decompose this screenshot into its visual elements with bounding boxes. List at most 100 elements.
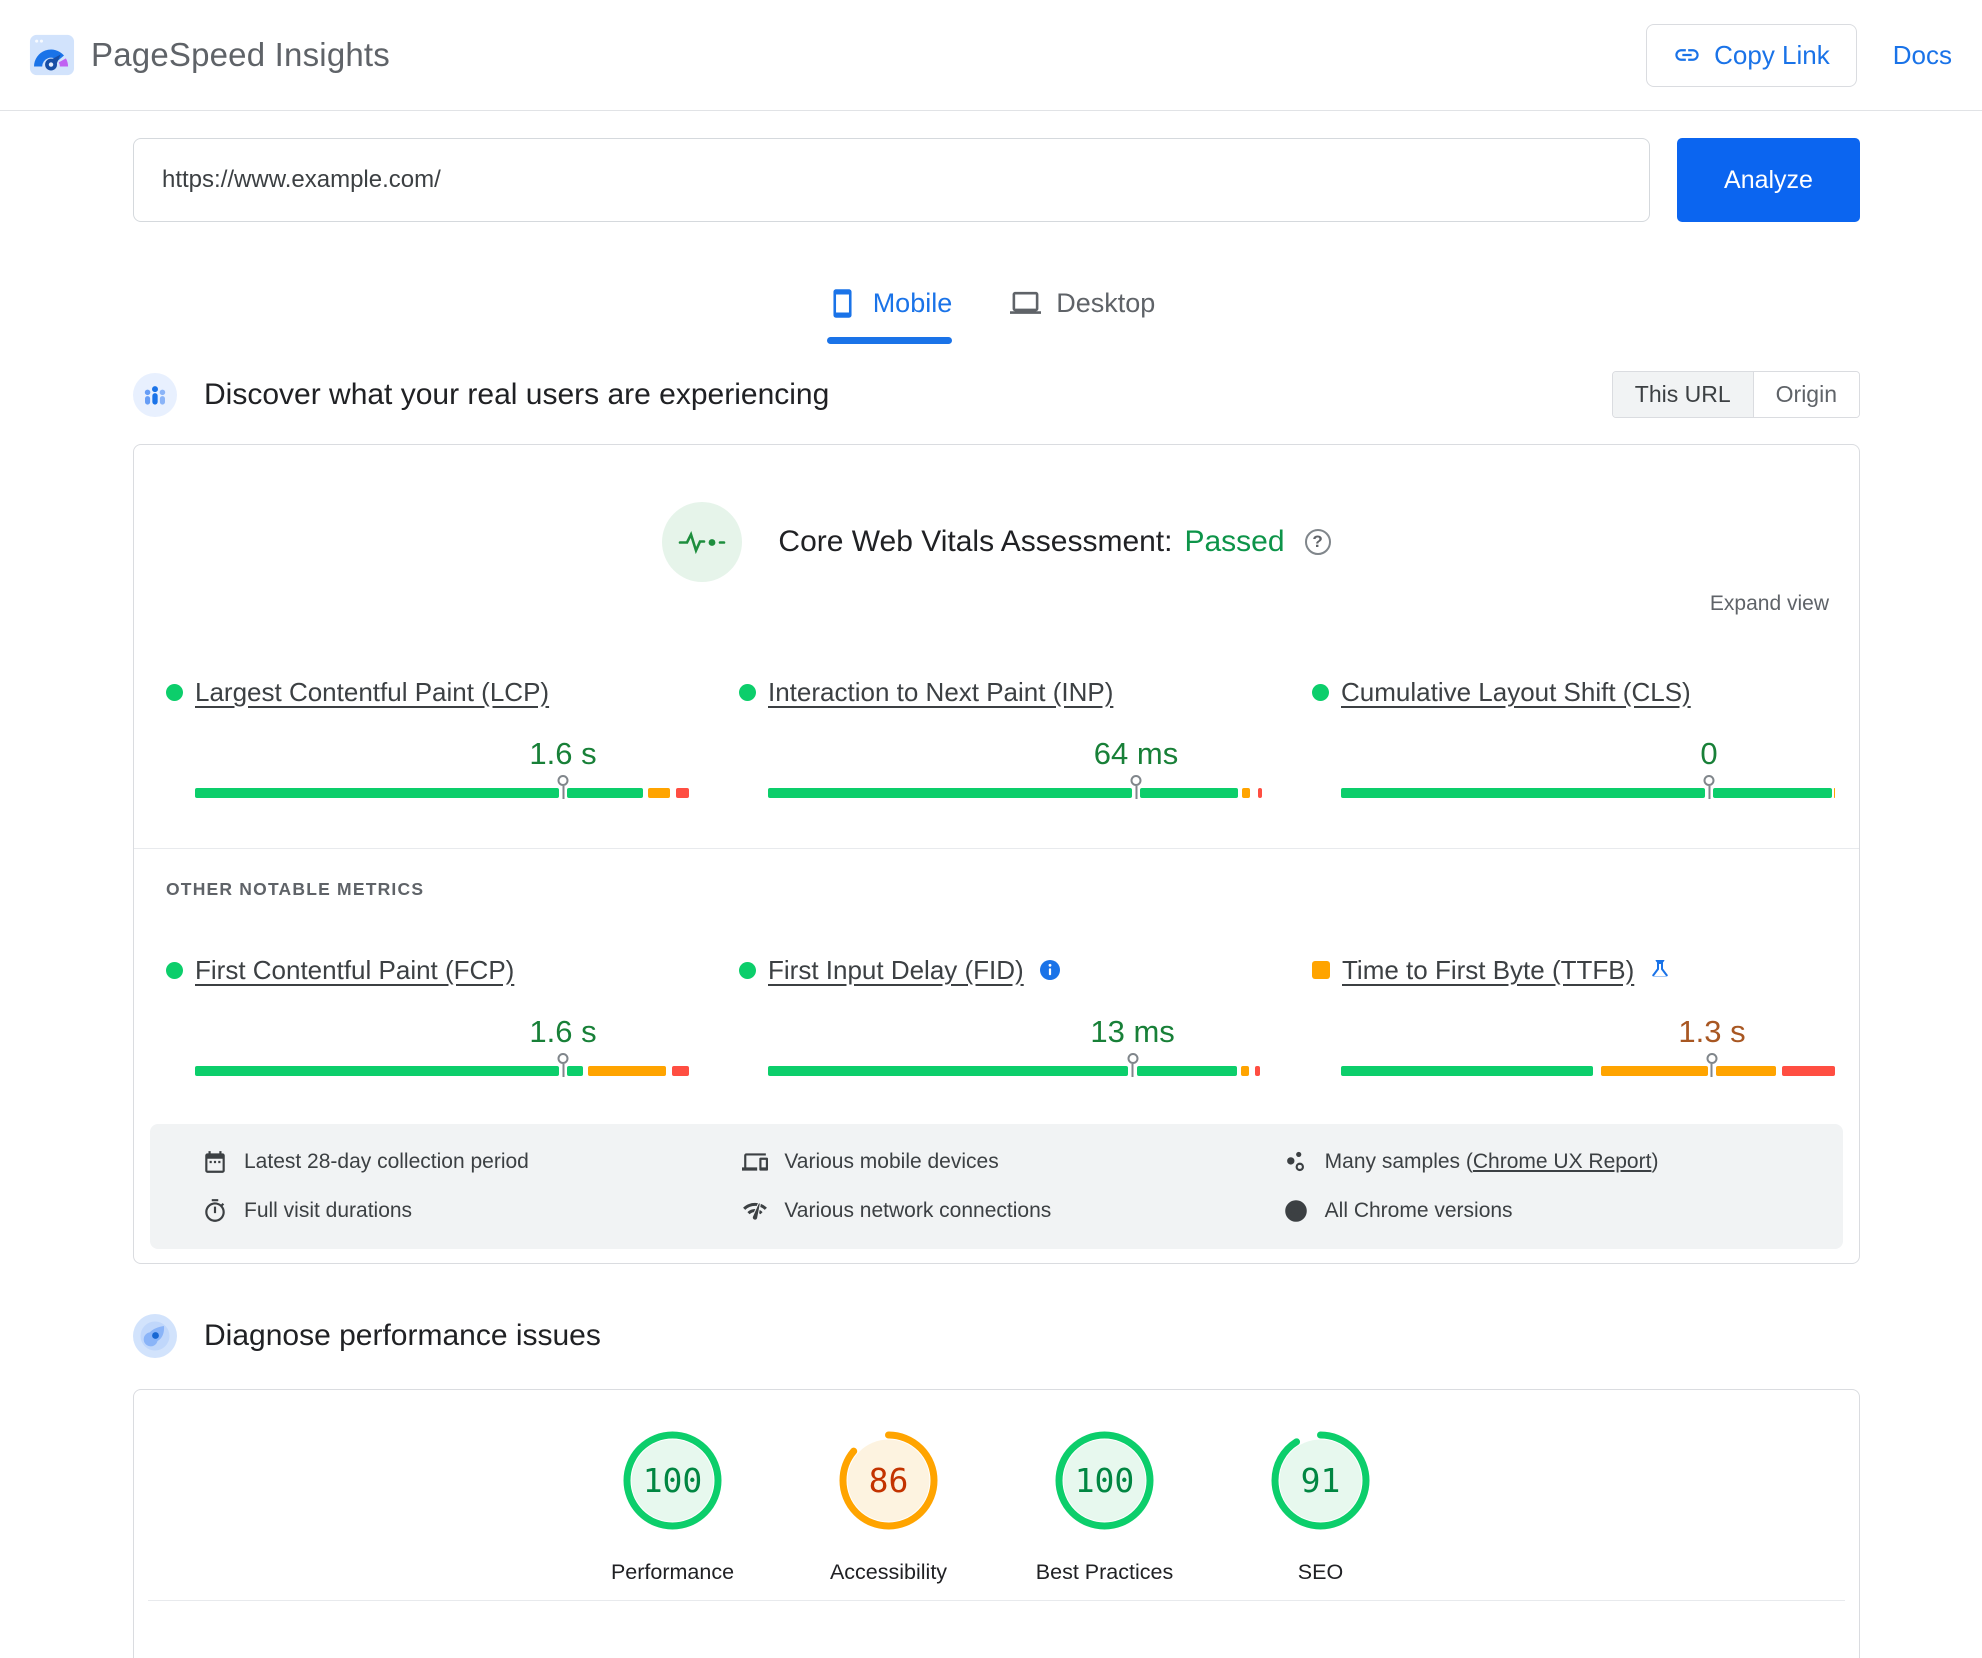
orange-segment (1833, 788, 1835, 798)
tab-desktop[interactable]: Desktop (1010, 279, 1155, 327)
metric-link-cls[interactable]: Cumulative Layout Shift (CLS) (1341, 676, 1691, 707)
metric-bar-fid (768, 1053, 1262, 1077)
orange-segment (588, 1066, 667, 1076)
chrome-icon (1283, 1198, 1309, 1224)
expand-view-button[interactable]: Expand view (1709, 592, 1829, 615)
orange-segment (647, 788, 671, 798)
orange-segment (1600, 1066, 1708, 1076)
lab-data-section-header: Diagnose performance issues (133, 1314, 1860, 1358)
docs-link[interactable]: Docs (1892, 39, 1952, 70)
category-label: SEO (1297, 1560, 1344, 1584)
cwv-assessment-label: Core Web Vitals Assessment: (778, 525, 1173, 558)
metric-link-inp[interactable]: Interaction to Next Paint (INP) (768, 676, 1114, 707)
gauge-best-practices[interactable]: 100 Best Practices (1021, 1428, 1189, 1585)
metric-cls: Cumulative Layout Shift (CLS) 0 (1312, 674, 1835, 799)
header-actions: Copy Link Docs (1646, 23, 1952, 87)
footnote-text: Full visit durations (244, 1199, 413, 1222)
metric-link-fid[interactable]: First Input Delay (FID) (768, 954, 1024, 985)
scope-toggle: This URL Origin (1611, 371, 1860, 418)
score-ring: 91 (1268, 1428, 1373, 1533)
metric-link-ttfb[interactable]: Time to First Byte (TTFB) (1342, 954, 1635, 985)
cwv-assessment-result: Passed (1184, 525, 1285, 558)
samples-icon (1283, 1149, 1309, 1175)
footnote-text: Various mobile devices (784, 1150, 999, 1173)
score-value: 100 (1074, 1461, 1135, 1500)
green-segment (1140, 788, 1239, 798)
green-segment (1713, 788, 1833, 798)
core-metrics-grid: Largest Contentful Paint (LCP) 1.6 s Inter… (134, 674, 1859, 848)
red-segment (672, 1066, 689, 1076)
link-icon (1675, 49, 1699, 61)
analyze-button[interactable]: Analyze (1677, 138, 1860, 222)
footnote-text: Various network connections (784, 1199, 1052, 1222)
active-tab-indicator (826, 337, 953, 344)
score-value: 86 (868, 1461, 909, 1500)
lab-data-heading: Diagnose performance issues (204, 1319, 601, 1352)
metric-ttfb: Time to First Byte (TTFB) 1.3 s (1312, 952, 1835, 1077)
red-segment (676, 788, 689, 798)
timer-icon (202, 1198, 228, 1224)
metric-value-lcp: 1.6 s (529, 736, 597, 771)
green-segment (567, 788, 643, 798)
gauge-seo[interactable]: 91 SEO (1237, 1428, 1405, 1585)
tab-mobile[interactable]: Mobile (826, 279, 953, 344)
scope-origin[interactable]: Origin (1752, 372, 1859, 417)
metric-value-inp: 64 ms (1093, 736, 1179, 771)
flask-icon[interactable] (1648, 958, 1672, 982)
crux-report-link[interactable]: Chrome UX Report (1472, 1150, 1652, 1173)
fid-status-bullet (739, 961, 756, 979)
calendar-icon (202, 1149, 228, 1175)
field-data-heading: Discover what your real users are experi… (204, 377, 830, 411)
p75-marker (1127, 1053, 1139, 1077)
smartphone-icon (833, 288, 852, 318)
card-divider (134, 848, 1859, 849)
orange-segment (1716, 1066, 1776, 1076)
score-ring: 100 (1052, 1428, 1157, 1533)
score-value: 100 (642, 1461, 703, 1500)
gauge-accessibility[interactable]: 86 Accessibility (805, 1428, 973, 1585)
red-segment (1258, 788, 1262, 798)
other-metrics-grid: First Contentful Paint (FCP) 1.6 s First I… (134, 952, 1859, 1077)
footnote-text: All Chrome versions (1324, 1199, 1513, 1222)
lighthouse-divider (148, 1600, 1845, 1601)
help-icon[interactable]: ? (1304, 529, 1331, 555)
pagespeed-logo-icon (29, 34, 75, 76)
metric-value-fid: 13 ms (1090, 1014, 1175, 1049)
red-segment (1255, 1066, 1261, 1076)
diagnose-gauge-icon (133, 1314, 177, 1358)
inp-status-bullet (739, 683, 756, 701)
fcp-status-bullet (166, 961, 183, 979)
info-icon[interactable] (1038, 958, 1062, 982)
field-data-card: Core Web Vitals Assessment: Passed ? Exp… (133, 444, 1860, 1264)
metric-value-cls: 0 (1700, 736, 1718, 771)
metric-link-fcp[interactable]: First Contentful Paint (FCP) (195, 954, 515, 985)
orange-segment (1240, 1066, 1250, 1076)
metric-bar-fcp (195, 1053, 689, 1077)
green-segment (567, 1066, 584, 1076)
app-header: PageSpeed Insights Copy Link Docs (0, 0, 1982, 111)
url-input[interactable] (133, 138, 1650, 222)
lcp-status-bullet (166, 683, 183, 701)
green-segment (1341, 1066, 1593, 1076)
metric-link-lcp[interactable]: Largest Contentful Paint (LCP) (195, 676, 550, 707)
footnote-chrome: All Chrome versions (1283, 1198, 1823, 1224)
green-segment (768, 1066, 1129, 1076)
orange-segment (1241, 788, 1250, 798)
network-icon (742, 1198, 768, 1224)
pulse-icon (662, 502, 743, 582)
red-segment (1781, 1066, 1835, 1076)
copy-link-label: Copy Link (1714, 39, 1830, 70)
scope-this-url[interactable]: This URL (1612, 372, 1753, 417)
score-gauges: 100 Performance 86 Accessibility 100 Best P… (134, 1428, 1859, 1585)
gauge-performance[interactable]: 100 Performance (589, 1428, 757, 1585)
category-label: Accessibility (829, 1560, 948, 1584)
green-segment (1137, 1066, 1237, 1076)
metric-fcp: First Contentful Paint (FCP) 1.6 s (166, 952, 689, 1077)
footnote-samples: Many samples (Chrome UX Report) (1283, 1149, 1823, 1175)
p75-marker (557, 775, 569, 799)
footnote-calendar: Latest 28-day collection period (202, 1149, 742, 1175)
footnote-timer: Full visit durations (202, 1198, 742, 1224)
collection-info-box: Latest 28-day collection period Various m… (150, 1124, 1843, 1249)
footnote-devices: Various mobile devices (742, 1149, 1282, 1175)
copy-link-button[interactable]: Copy Link (1646, 23, 1857, 87)
